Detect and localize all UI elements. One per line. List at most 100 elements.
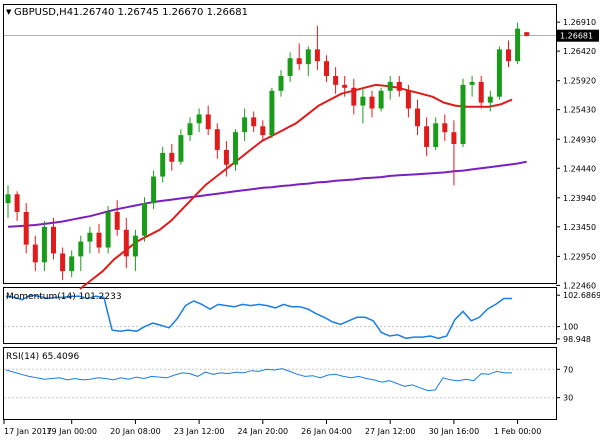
current-price-tag: [557, 29, 599, 42]
momentum-indicator: 102.6869 100 98.948: [4, 291, 600, 344]
candle-body: [305, 49, 311, 65]
candle-body: [96, 232, 102, 248]
candle-body: [14, 194, 20, 213]
candle-body: [314, 49, 320, 62]
candle-body: [269, 90, 275, 136]
candle-body: [478, 81, 484, 103]
candle-body: [360, 96, 366, 106]
candle-body: [187, 123, 193, 136]
rsi-indicator: 70 30: [4, 365, 573, 403]
fast-moving-average-line: [79, 83, 513, 290]
candle-body: [460, 84, 466, 144]
candle-body: [251, 117, 257, 127]
candles: [5, 22, 530, 281]
time-tick-label: 1 Feb 00:00: [494, 427, 541, 436]
current-price-label: 1.26681: [560, 32, 593, 41]
candle-body: [515, 28, 521, 62]
candle-body: [387, 81, 393, 91]
candle-body: [132, 235, 138, 257]
candle-body: [351, 87, 357, 106]
candle-body: [178, 135, 184, 162]
candle-body: [78, 241, 84, 257]
candle-body: [69, 256, 75, 272]
time-tick-label: 20 Jan 08:00: [110, 427, 161, 436]
candle-body: [342, 84, 348, 88]
price-tick-label: 1.24440: [563, 164, 596, 173]
momentum-panel-frame: [3, 287, 557, 344]
price-tick-label: 1.23450: [563, 223, 596, 232]
candle-body: [242, 117, 248, 133]
time-tick-label: 24 Jan 20:00: [237, 427, 288, 436]
time-tick-label: 26 Jan 04:00: [301, 427, 352, 436]
price-tick-label: 1.22950: [563, 252, 596, 261]
candle-body: [506, 49, 511, 62]
candle-body: [333, 75, 339, 85]
momentum-tick-label: 98.948: [563, 335, 591, 344]
chart-symbol: GBPUSD,H4: [14, 7, 73, 18]
time-tick-label: 19 Jan 00:00: [46, 427, 97, 436]
rsi-tick-label: 30: [563, 394, 573, 403]
candle-body: [32, 244, 38, 263]
time-tick-label: 17 Jan 2017: [4, 427, 52, 436]
candle-body: [160, 152, 166, 177]
candle-body: [433, 123, 439, 147]
main-panel-frame: [3, 4, 557, 284]
candle-body: [442, 123, 448, 133]
moving-averages: [7, 83, 527, 290]
chart-ohlc: 1.26740 1.26745 1.26670 1.26681: [73, 7, 248, 18]
slow-moving-average-line: [7, 160, 527, 228]
candle-body: [260, 126, 266, 136]
candle-body: [396, 81, 402, 91]
axis-labels: 1.26910 1.26420 1.25920 1.25430 1.24930 1.244…: [3, 18, 599, 436]
rsi-line: [5, 368, 512, 392]
momentum-line: [5, 294, 512, 340]
price-tick-label: 1.24930: [563, 135, 596, 144]
candle-body: [223, 149, 229, 165]
candle-body: [415, 108, 420, 127]
candle-body: [151, 176, 157, 204]
price-tick-label: 1.26420: [563, 47, 596, 56]
time-tick-label: 30 Jan 16:00: [429, 427, 480, 436]
candle-body: [205, 114, 211, 130]
candle-body: [123, 229, 129, 257]
candle-body: [405, 90, 411, 109]
candle-body: [114, 212, 120, 230]
time-tick-label: 27 Jan 12:00: [365, 427, 416, 436]
price-tick-label: 1.26910: [563, 18, 596, 27]
candle-body: [378, 90, 384, 109]
price-tick-label: 1.25430: [563, 106, 596, 115]
price-tick-label: 1.23940: [563, 194, 596, 203]
candle-body: [296, 58, 302, 65]
candle-body: [287, 58, 293, 76]
candle-body: [23, 212, 29, 245]
candle-body: [496, 49, 502, 97]
candle-body: [41, 226, 47, 263]
candle-body: [324, 61, 329, 76]
candle-body: [105, 212, 111, 248]
rsi-panel-frame: [3, 347, 557, 420]
header-collapse-icon[interactable]: ▼: [6, 8, 12, 16]
candle-body: [169, 152, 175, 162]
price-tick-label: 1.22460: [563, 281, 596, 290]
candle-body: [214, 129, 220, 150]
candle-body: [60, 253, 66, 272]
candle-body: [196, 114, 202, 124]
momentum-tick-label: 102.6869: [563, 291, 600, 300]
candle-body: [51, 226, 56, 254]
candle-body: [278, 75, 284, 91]
candle-body: [233, 132, 238, 165]
candle-body: [369, 96, 375, 109]
rsi-tick-label: 70: [563, 365, 573, 374]
time-tick-label: 23 Jan 12:00: [174, 427, 225, 436]
candle-body: [87, 232, 93, 242]
candle-body: [487, 96, 493, 103]
candle-body: [424, 126, 430, 147]
rsi-title: RSI(14) 65.4096: [6, 352, 79, 362]
candle-body: [142, 203, 147, 236]
price-tick-label: 1.25920: [563, 77, 596, 86]
candle-body: [451, 132, 457, 144]
momentum-tick-label: 100: [563, 323, 578, 332]
candle-body: [5, 194, 11, 204]
momentum-title: Momentum(14) 101.2233: [6, 292, 122, 302]
